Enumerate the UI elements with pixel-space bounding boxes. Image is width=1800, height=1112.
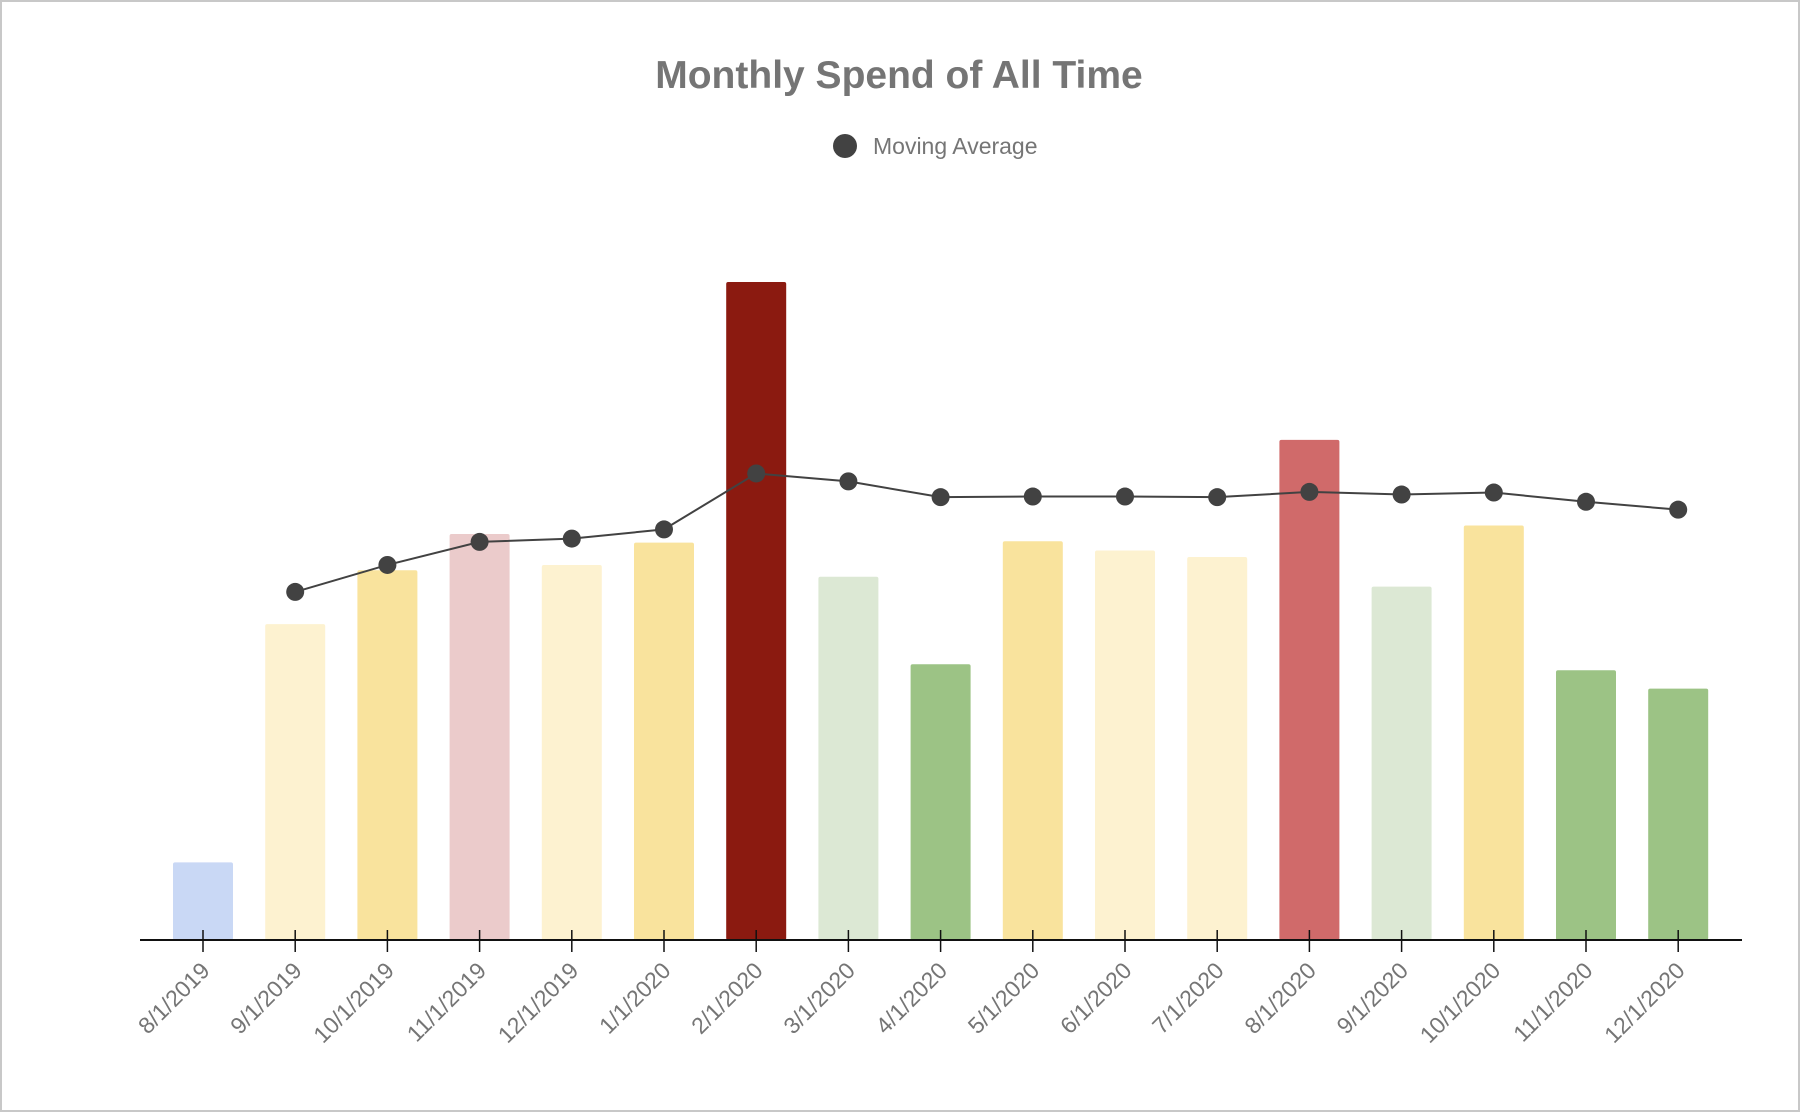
moving-average-point-14	[1484, 483, 1503, 502]
legend-label-moving-average: Moving Average	[873, 133, 1038, 159]
moving-average-point-15	[1577, 492, 1595, 511]
bar-13	[1371, 586, 1432, 940]
x-tick-label-14: 10/1/2020	[1415, 957, 1506, 1048]
x-tick-label-2: 10/1/2019	[308, 957, 399, 1048]
legend-marker-moving-average	[833, 134, 857, 158]
x-tick-label-16: 12/1/2020	[1599, 957, 1690, 1048]
chart-title: Monthly Spend of All Time	[655, 54, 1143, 97]
bar-1	[265, 624, 326, 940]
bar-7	[818, 576, 879, 940]
moving-average-point-1	[286, 582, 305, 601]
moving-average-point-5	[655, 520, 673, 539]
x-tick-label-5: 1/1/2020	[594, 957, 676, 1039]
x-tick-label-9: 5/1/2020	[963, 957, 1045, 1039]
x-tick-label-10: 6/1/2020	[1055, 957, 1137, 1039]
moving-average-point-10	[1116, 487, 1134, 506]
x-tick-label-1: 9/1/2019	[225, 957, 307, 1039]
moving-average-line-layer	[286, 464, 1688, 601]
x-tick-label-6: 2/1/2020	[686, 957, 768, 1039]
x-tick-label-4: 12/1/2019	[493, 957, 584, 1048]
x-tick-label-12: 8/1/2020	[1239, 957, 1321, 1039]
moving-average-point-6	[747, 464, 766, 483]
x-tick-label-3: 11/1/2019	[402, 957, 492, 1047]
x-tick-label-7: 3/1/2020	[778, 957, 860, 1039]
bar-5	[634, 542, 694, 940]
x-tick-label-8: 4/1/2020	[870, 957, 952, 1039]
x-tick-label-11: 7/1/2020	[1147, 957, 1229, 1039]
moving-average-point-11	[1208, 488, 1227, 507]
bar-8	[910, 664, 971, 940]
bar-12	[1279, 439, 1340, 940]
moving-average-point-13	[1392, 485, 1411, 504]
moving-average-line	[294, 472, 1679, 593]
bar-0	[173, 862, 233, 940]
bar-16	[1648, 688, 1709, 940]
moving-average-point-12	[1300, 482, 1319, 501]
x-tick-label-0: 8/1/2019	[133, 957, 215, 1039]
x-axis-labels: 8/1/2019 9/1/2019 10/1/2019 11/1/2019 12/1/2…	[133, 957, 1690, 1048]
bar-9	[1002, 541, 1063, 940]
bar-10	[1095, 550, 1155, 940]
bar-14	[1463, 525, 1524, 940]
bar-2	[357, 570, 418, 940]
x-tick-label-15: 11/1/2020	[1508, 957, 1598, 1047]
x-tick-label-13: 9/1/2020	[1331, 957, 1413, 1039]
moving-average-point-9	[1023, 487, 1042, 506]
bar-15	[1556, 670, 1616, 940]
bar-6	[726, 282, 787, 940]
moving-average-point-4	[562, 529, 581, 548]
moving-average-point-8	[931, 488, 950, 507]
legend: Moving Average	[833, 133, 1038, 159]
bars-layer	[173, 282, 1709, 940]
moving-average-point-3	[470, 532, 489, 551]
moving-average-point-16	[1669, 500, 1688, 519]
moving-average-point-7	[839, 472, 858, 491]
bar-11	[1187, 557, 1248, 940]
bar-4	[541, 564, 602, 940]
moving-average-point-2	[378, 555, 397, 574]
x-axis-ticks	[202, 930, 1679, 952]
bar-3	[449, 534, 510, 940]
